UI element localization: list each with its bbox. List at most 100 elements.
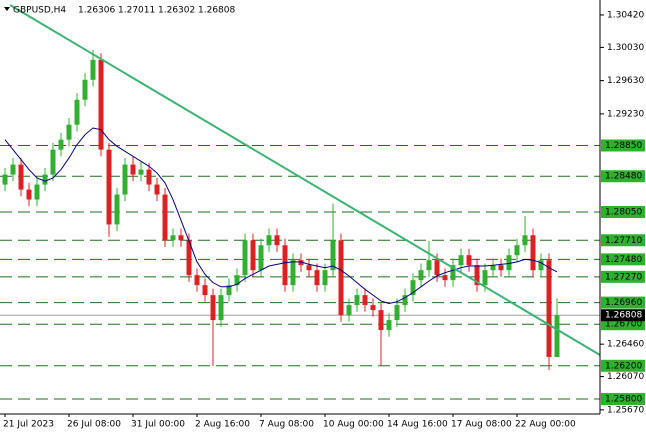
candle-body — [370, 305, 376, 311]
candle-body — [202, 285, 208, 296]
candle-body — [266, 235, 272, 246]
y-tick-label: 1.30030 — [607, 43, 644, 53]
ohlc-open: 1.26306 — [78, 6, 115, 16]
level-label: 1.28480 — [605, 172, 642, 182]
level-label: 1.27710 — [605, 236, 642, 246]
y-tick-label: 1.26460 — [607, 340, 644, 350]
current-price-box — [601, 309, 645, 322]
plot — [2, 49, 560, 370]
moving-average — [4, 127, 558, 304]
level-label: 1.28050 — [605, 207, 642, 217]
candle-body — [514, 245, 520, 256]
x-tick-label: 21 Jul 2023 — [3, 420, 54, 430]
ohlc-low: 1.26302 — [158, 6, 195, 16]
candle-body — [298, 260, 304, 266]
candle-body — [122, 164, 128, 195]
candle-body — [362, 295, 368, 306]
y-tick-label: 1.26070 — [607, 372, 644, 382]
y-tick-label: 1.25670 — [607, 405, 644, 415]
candle-body — [138, 169, 144, 175]
x-tick-label: 2 Aug 16:00 — [195, 420, 250, 430]
candle-body — [90, 59, 96, 80]
menu-arrow[interactable] — [4, 7, 10, 11]
x-tick-label: 14 Aug 16:00 — [387, 420, 448, 430]
x-tick-label: 10 Aug 00:00 — [323, 420, 384, 430]
candle-body — [314, 270, 320, 286]
ohlc-high: 1.27011 — [118, 6, 155, 16]
candle-body — [434, 260, 440, 276]
candle-body — [466, 255, 472, 266]
level-label: 1.26200 — [605, 361, 642, 371]
candle-body — [546, 260, 552, 357]
candle-body — [66, 124, 72, 140]
candle-body — [474, 265, 480, 286]
candle-body — [242, 240, 248, 276]
candle-body — [250, 240, 256, 271]
level-label-box — [601, 270, 645, 283]
axis: 1.30420 1.30030 1.29630 1.29230 1.26460 1.260… — [3, 10, 645, 430]
candle-body — [482, 270, 488, 286]
candle-body — [554, 315, 560, 357]
candle-body — [2, 174, 8, 185]
candle-body — [338, 240, 344, 316]
candle-body — [394, 305, 400, 321]
candle-body — [498, 265, 504, 271]
candle-body — [82, 79, 88, 100]
candle-body — [290, 260, 296, 286]
candle-body — [330, 240, 336, 271]
candle-body — [106, 149, 112, 225]
level-label-box — [601, 170, 645, 183]
candle-body — [418, 270, 424, 281]
x-tick-label: 7 Aug 08:00 — [259, 420, 314, 430]
candle-body — [218, 295, 224, 321]
candle-body — [458, 255, 464, 266]
level-label-box — [601, 296, 645, 309]
level-label: 1.27480 — [605, 255, 642, 265]
level-label-box — [601, 234, 645, 247]
level-label: 1.28850 — [605, 141, 642, 151]
candle-body — [210, 295, 216, 321]
candle-body — [258, 245, 264, 271]
candle-body — [74, 99, 80, 125]
level-label: 1.27270 — [605, 272, 642, 282]
candle-body — [58, 139, 64, 150]
candle-body — [410, 280, 416, 296]
candle-body — [378, 310, 384, 331]
symbol: GBPUSD,H4 — [13, 6, 66, 16]
candle-body — [146, 169, 152, 185]
candle-body — [450, 265, 456, 281]
candle-body — [170, 235, 176, 241]
candle-body — [154, 184, 160, 195]
candle-body — [282, 245, 288, 286]
level-label-box — [601, 205, 645, 218]
candle-body — [178, 235, 184, 241]
y-tick-label: 1.30420 — [607, 10, 644, 20]
candle-body — [322, 270, 328, 286]
candle-body — [98, 59, 104, 150]
candle-body — [226, 285, 232, 296]
candle-body — [506, 255, 512, 271]
y-tick-label: 1.29230 — [607, 109, 644, 119]
level-label: 1.25800 — [605, 395, 642, 405]
candle-body — [186, 240, 192, 276]
candle-body — [426, 260, 432, 271]
candle-body — [162, 194, 168, 241]
candle-body — [538, 260, 544, 271]
ohlc-close: 1.26808 — [198, 6, 235, 16]
candle-body — [306, 265, 312, 271]
candle-body — [10, 164, 16, 175]
current-price-label: 1.26808 — [605, 311, 642, 321]
trend-line — [9, 4, 601, 356]
level-label-box — [601, 253, 645, 266]
candle-body — [194, 275, 200, 286]
candle-body — [26, 189, 32, 200]
candle-body — [234, 275, 240, 286]
candle-body — [354, 295, 360, 306]
candle-body — [42, 174, 48, 185]
candle-body — [522, 235, 528, 246]
candle-body — [130, 164, 136, 175]
candle-body — [114, 194, 120, 225]
level-label-box — [601, 393, 645, 406]
level-label-box — [601, 139, 645, 152]
x-tick-label: 26 Jul 08:00 — [67, 420, 121, 430]
